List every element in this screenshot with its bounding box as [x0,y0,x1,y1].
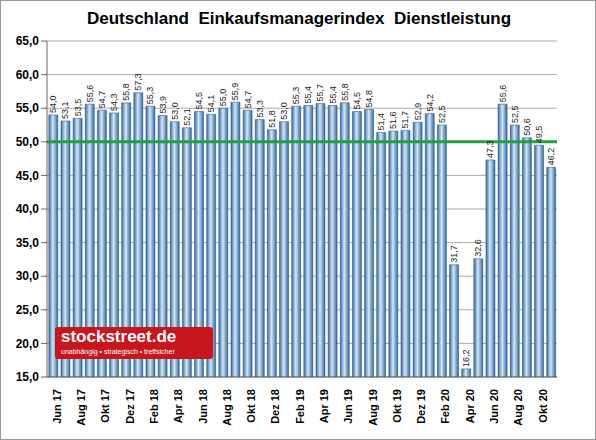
svg-text:Okt 17: Okt 17 [99,389,111,423]
svg-text:Aug 19: Aug 19 [367,389,379,426]
svg-text:54,8: 54,8 [364,90,374,108]
html-text:stockstreet.de: stockstreet.de [61,327,177,346]
svg-text:46,2: 46,2 [546,148,556,166]
svg-text:Okt 19: Okt 19 [391,389,403,423]
svg-text:31,7: 31,7 [449,245,459,263]
svg-text:53,0: 53,0 [279,102,289,120]
svg-text:55,0: 55,0 [16,101,40,115]
svg-text:57,3: 57,3 [133,73,143,91]
svg-text:Okt 20: Okt 20 [537,389,549,423]
svg-text:52,1: 52,1 [182,108,192,126]
svg-text:54,5: 54,5 [194,92,204,110]
svg-text:50,0: 50,0 [16,135,40,149]
svg-text:51,4: 51,4 [376,113,386,131]
svg-text:52,5: 52,5 [510,105,520,123]
svg-text:52,9: 52,9 [413,103,423,121]
svg-text:54,0: 54,0 [48,95,58,113]
svg-text:50,6: 50,6 [522,118,532,136]
svg-text:51,6: 51,6 [388,112,398,130]
svg-text:65,0: 65,0 [16,34,40,48]
svg-text:55,3: 55,3 [145,87,155,105]
svg-text:Aug 18: Aug 18 [221,389,233,426]
svg-text:55,8: 55,8 [340,83,350,101]
svg-text:54,5: 54,5 [352,92,362,110]
svg-text:16,2: 16,2 [461,349,471,367]
svg-text:35,0: 35,0 [16,236,40,250]
svg-text:54,7: 54,7 [97,91,107,109]
svg-text:54,2: 54,2 [425,94,435,112]
svg-text:Jun 17: Jun 17 [51,389,63,424]
svg-text:Aug 20: Aug 20 [512,389,524,426]
svg-text:25,0: 25,0 [16,303,40,317]
svg-text:52,5: 52,5 [437,105,447,123]
svg-text:51,7: 51,7 [400,111,410,129]
svg-text:Jun 19: Jun 19 [342,389,354,424]
svg-text:Aug 17: Aug 17 [75,389,87,426]
svg-text:54,1: 54,1 [206,95,216,113]
svg-text:Jun 20: Jun 20 [488,389,500,424]
svg-text:Dez 17: Dez 17 [124,389,136,424]
svg-text:55,7: 55,7 [315,84,325,102]
svg-text:55,4: 55,4 [328,86,338,104]
html-text:unabhängig • strategisch • tre: unabhängig • strategisch • treffsicher [61,348,175,355]
svg-text:Okt 18: Okt 18 [245,389,257,423]
svg-text:54,3: 54,3 [109,93,119,111]
svg-text:55,0: 55,0 [218,89,228,107]
svg-text:Jun 18: Jun 18 [197,389,209,424]
svg-text:Dez 19: Dez 19 [415,389,427,424]
svg-text:55,6: 55,6 [85,85,95,103]
svg-text:55,3: 55,3 [291,87,301,105]
svg-text:55,9: 55,9 [230,83,240,101]
svg-text:20,0: 20,0 [16,337,40,351]
svg-text:45,0: 45,0 [16,169,40,183]
svg-text:30,0: 30,0 [16,269,40,283]
svg-text:Apr 18: Apr 18 [172,389,184,423]
svg-text:55,8: 55,8 [121,83,131,101]
svg-text:60,0: 60,0 [16,68,40,82]
svg-text:15,0: 15,0 [16,370,40,384]
svg-text:Feb 18: Feb 18 [148,389,160,424]
svg-text:Apr 19: Apr 19 [318,389,330,423]
svg-text:55,6: 55,6 [498,85,508,103]
svg-text:49,5: 49,5 [534,126,544,144]
svg-text:Feb 19: Feb 19 [294,389,306,424]
svg-text:32,6: 32,6 [473,239,483,257]
svg-text:55,4: 55,4 [303,86,313,104]
svg-text:Feb 20: Feb 20 [439,389,451,424]
svg-text:47,3: 47,3 [485,140,495,158]
svg-text:54,7: 54,7 [243,91,253,109]
svg-text:Apr 20: Apr 20 [464,389,476,423]
svg-text:51,8: 51,8 [267,110,277,128]
svg-text:40,0: 40,0 [16,202,40,216]
svg-text:53,9: 53,9 [158,96,168,114]
svg-text:53,5: 53,5 [73,99,83,117]
svg-text:53,0: 53,0 [170,102,180,120]
html-text:Deutschland Einkaufsmanagerind: Deutschland Einkaufsmanagerindex Dienstl… [86,9,512,28]
svg-text:53,3: 53,3 [255,100,265,118]
svg-text:53,1: 53,1 [60,101,70,119]
svg-text:Dez 18: Dez 18 [269,389,281,424]
